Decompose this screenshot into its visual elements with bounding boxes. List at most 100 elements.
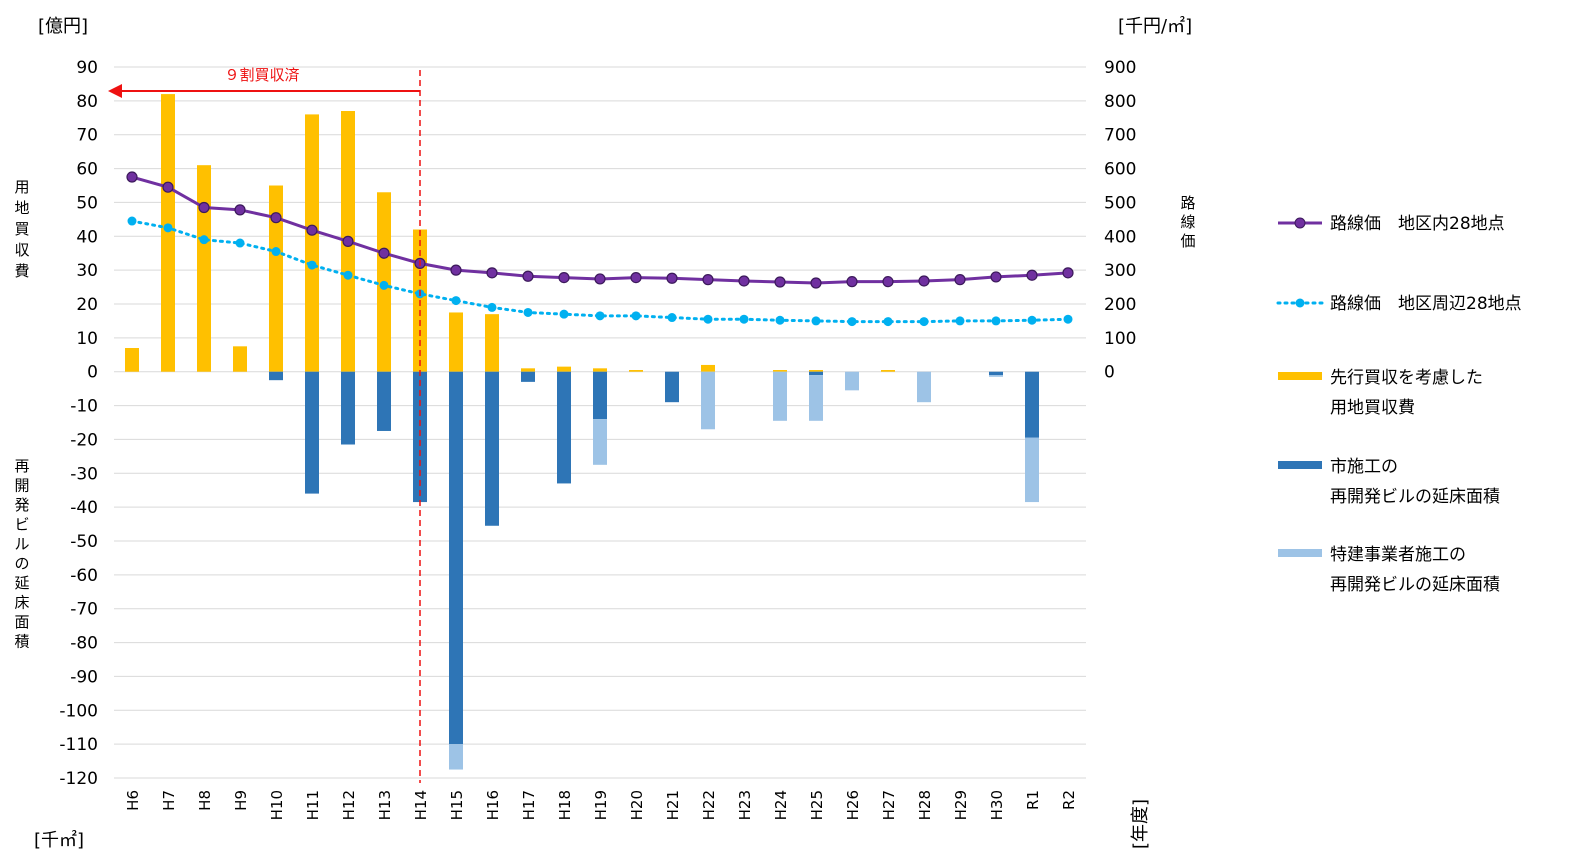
district-price-point [630, 271, 642, 284]
left-tick-label: 0 [87, 363, 98, 383]
bar-private-floor-area [449, 744, 463, 770]
surrounding-price-point [955, 316, 965, 326]
x-tick-label: R1 [1024, 790, 1042, 810]
x-tick-label: H26 [844, 790, 862, 820]
x-tick-label: H20 [628, 790, 646, 820]
bar-city-floor-area [485, 371, 499, 526]
district-price-point [990, 271, 1002, 283]
bar-land-cost [701, 364, 715, 372]
right-tick-label: 400 [1104, 227, 1136, 247]
left-tick-label: -80 [70, 634, 98, 654]
left-tick-label: 80 [76, 92, 98, 112]
surrounding-price-point [199, 235, 209, 245]
axis-label-char: 再 [14, 457, 29, 475]
x-tick-label: H7 [160, 790, 178, 811]
right-tick-label: 900 [1104, 58, 1136, 78]
district-price-point [234, 204, 246, 216]
left-tick-label: -20 [70, 430, 98, 450]
surrounding-price-point [487, 302, 497, 312]
left-tick-label: -110 [59, 735, 98, 755]
x-tick-label: H23 [736, 790, 754, 820]
district-price-point [486, 267, 498, 279]
surrounding-price-point [739, 314, 749, 324]
x-tick-label: H24 [772, 790, 790, 820]
district-price-point [1026, 269, 1038, 281]
right-axis-ticks: 900 800 700 600 500 400 300 200 100 0 [1104, 58, 1136, 383]
surrounding-price-point [523, 307, 533, 317]
left-tick-label: -10 [70, 397, 98, 417]
district-price-point [558, 271, 570, 284]
lines [126, 171, 1074, 327]
right-tick-label: 800 [1104, 92, 1136, 112]
axis-label-char: 面 [14, 613, 29, 631]
axis-label-char: 用 [14, 178, 29, 196]
x-tick-label: H25 [808, 790, 826, 820]
x-tick-label: H22 [700, 790, 718, 820]
axis-label-char: ル [14, 535, 29, 553]
bar-city-floor-area [593, 371, 607, 420]
left-tick-label: 10 [76, 329, 98, 349]
axis-label-char: の [14, 555, 29, 573]
annotation: ９割買収済 [108, 66, 420, 98]
bar-city-floor-area [809, 371, 823, 376]
right-tick-label: 300 [1104, 261, 1136, 281]
surrounding-price-point [307, 260, 317, 270]
axis-label-char: 費 [14, 262, 29, 280]
district-price-point [522, 270, 534, 282]
bar-private-floor-area [845, 371, 859, 391]
left-tick-label: 60 [76, 160, 98, 180]
bar-private-floor-area [701, 371, 715, 430]
bar-land-cost [881, 370, 895, 372]
legend-label-line2: 再開発ビルの延床面積 [1330, 487, 1500, 507]
bar-private-floor-area [773, 371, 787, 421]
bar-city-floor-area [1025, 371, 1039, 438]
bar-land-cost [809, 370, 823, 372]
x-tick-label: R2 [1060, 790, 1078, 810]
x-tick-label: H14 [412, 790, 430, 820]
right-axis-label: 路線価 [1180, 194, 1195, 250]
x-tick-label: H8 [196, 790, 214, 811]
district-price-point [162, 181, 174, 193]
right-tick-label: 100 [1104, 329, 1136, 349]
x-tick-label: H12 [340, 790, 358, 820]
legend-label-line2: 再開発ビルの延床面積 [1330, 575, 1500, 595]
axis-label-char: 発 [14, 496, 29, 514]
bar-city-floor-area [557, 371, 571, 484]
axis-label-char: 延 [14, 574, 29, 592]
surrounding-price-point [163, 223, 173, 233]
bars [125, 94, 1039, 770]
right-tick-label: 500 [1104, 193, 1136, 213]
surrounding-price-point [919, 317, 929, 327]
axis-label-char: 開 [14, 477, 29, 495]
district-price-point [774, 276, 786, 288]
x-tick-label: H11 [304, 790, 322, 820]
surrounding-price-point [1063, 314, 1073, 324]
x-tick-label: H30 [988, 790, 1006, 820]
left-tick-label: 90 [76, 58, 98, 78]
surrounding-price-point [271, 247, 281, 257]
x-tick-label: H28 [916, 790, 934, 820]
axis-label-char: 床 [14, 594, 29, 612]
bar-private-floor-area [917, 371, 931, 403]
bar-land-cost [305, 114, 319, 372]
district-price-point [738, 275, 750, 287]
district-price-point [918, 275, 930, 287]
left-tick-label: 20 [76, 295, 98, 315]
left-axis-unit-top: [億円] [38, 16, 88, 37]
legend-label: 路線価 地区周辺28地点 [1330, 294, 1522, 314]
district-price-point [810, 277, 822, 289]
x-tick-label: H10 [268, 790, 286, 820]
axis-label-char: 積 [14, 633, 29, 651]
axis-label-char: 地 [14, 199, 29, 217]
axis-label-char: 線 [1180, 213, 1195, 231]
surrounding-price-point [235, 238, 245, 248]
legend-swatch-marker [1294, 217, 1306, 229]
district-price-point [378, 247, 390, 259]
surrounding-price-point [451, 296, 461, 306]
axis-label-char: 価 [1180, 232, 1195, 250]
left-tick-label: -90 [70, 667, 98, 687]
bar-city-floor-area [665, 371, 679, 403]
x-tick-label: H17 [520, 790, 538, 820]
left-axis-ticks: 90 80 70 60 50 40 30 20 10 0 -10 -20 -30 -40 -50 -60 -70… [59, 58, 98, 789]
bar-land-cost [449, 312, 463, 372]
